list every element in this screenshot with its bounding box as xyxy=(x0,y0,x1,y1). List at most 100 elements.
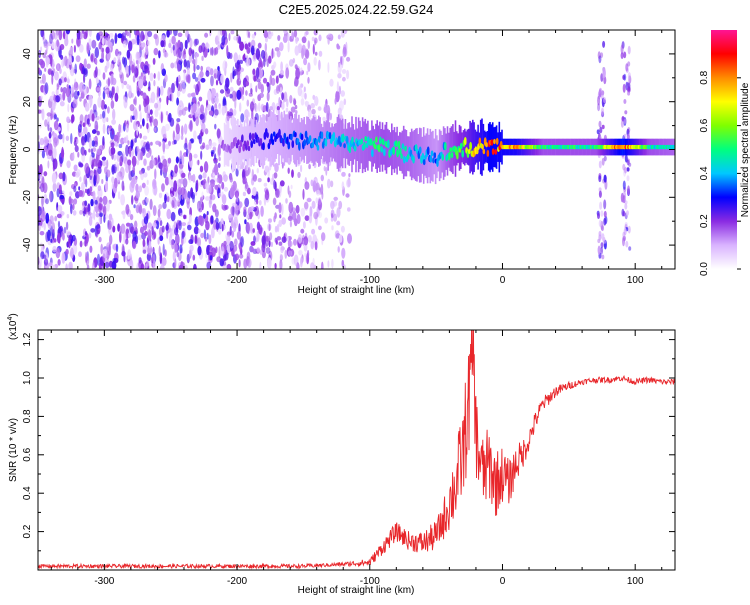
noise-speckle xyxy=(338,200,343,210)
noise-speckle xyxy=(173,30,178,37)
signal-halo xyxy=(371,120,373,172)
noise-speckle xyxy=(190,49,195,54)
signal-halo xyxy=(266,120,268,159)
noise-speckle xyxy=(307,235,312,243)
noise-speckle xyxy=(265,101,269,113)
vertical-feature-speckle xyxy=(598,187,602,192)
noise-speckle xyxy=(45,57,51,66)
noise-speckle xyxy=(146,122,149,130)
noise-speckle xyxy=(230,72,233,83)
noise-speckle xyxy=(235,168,239,177)
noise-speckle xyxy=(229,86,234,92)
noise-speckle xyxy=(39,231,45,236)
noise-speckle xyxy=(76,37,81,47)
signal-core xyxy=(394,140,398,148)
noise-speckle xyxy=(148,81,151,90)
colorbar-label: Normalized spectral amplitude xyxy=(740,82,750,217)
noise-speckle xyxy=(96,130,100,136)
noise-speckle xyxy=(99,113,103,120)
noise-speckle xyxy=(126,49,131,59)
noise-speckle xyxy=(216,128,221,139)
signal-core xyxy=(316,144,320,151)
signal-halo xyxy=(414,128,417,181)
noise-speckle xyxy=(88,215,93,226)
noise-speckle xyxy=(166,95,169,106)
noise-speckle xyxy=(44,119,48,127)
signal-halo xyxy=(486,131,489,164)
signal-core xyxy=(298,141,301,151)
signal-core xyxy=(481,143,484,150)
noise-speckle xyxy=(161,183,165,192)
noise-speckle xyxy=(293,30,298,38)
noise-speckle xyxy=(177,187,182,196)
noise-speckle xyxy=(62,90,66,101)
snr-frame xyxy=(37,329,676,571)
vertical-feature-speckle xyxy=(621,208,625,217)
vertical-feature-speckle xyxy=(627,185,630,196)
noise-speckle xyxy=(57,205,63,213)
noise-speckle xyxy=(186,201,190,209)
noise-speckle xyxy=(90,198,94,207)
noise-speckle xyxy=(303,236,309,246)
noise-speckle xyxy=(98,31,103,37)
noise-speckle xyxy=(73,198,78,205)
noise-speckle xyxy=(162,202,167,209)
noise-speckle xyxy=(152,178,157,190)
noise-speckle xyxy=(114,177,118,189)
noise-speckle xyxy=(109,234,113,245)
noise-speckle xyxy=(131,92,134,98)
noise-speckle xyxy=(150,91,156,104)
noise-speckle xyxy=(141,42,146,48)
noise-speckle xyxy=(204,236,208,242)
noise-speckle xyxy=(247,258,252,268)
signal-halo xyxy=(294,113,296,165)
noise-speckle xyxy=(94,199,98,205)
noise-speckle xyxy=(276,224,280,233)
noise-speckle xyxy=(311,200,316,209)
noise-speckle xyxy=(188,47,193,57)
noise-speckle xyxy=(193,153,198,159)
vertical-feature-speckle xyxy=(600,210,604,217)
signal-core xyxy=(363,141,366,150)
noise-speckle xyxy=(149,116,152,123)
noise-speckle xyxy=(208,234,212,245)
noise-speckle xyxy=(50,54,53,67)
noise-speckle xyxy=(68,261,73,269)
noise-speckle xyxy=(257,178,262,183)
noise-speckle xyxy=(73,82,79,91)
noise-speckle xyxy=(65,263,68,269)
vertical-feature-speckle xyxy=(602,68,606,78)
noise-speckle xyxy=(211,227,215,239)
noise-speckle xyxy=(213,73,217,78)
noise-speckle xyxy=(65,230,71,236)
noise-speckle xyxy=(214,109,219,116)
noise-speckle xyxy=(255,85,258,93)
noise-speckle xyxy=(149,198,153,210)
noise-speckle xyxy=(194,52,199,58)
noise-speckle xyxy=(233,68,238,76)
noise-speckle xyxy=(188,214,192,224)
noise-speckle xyxy=(51,41,55,49)
noise-speckle xyxy=(98,212,104,217)
noise-speckle xyxy=(252,228,255,233)
noise-speckle xyxy=(160,85,164,96)
noise-speckle xyxy=(139,111,142,123)
signal-halo xyxy=(432,130,434,182)
noise-speckle xyxy=(161,155,165,160)
signal-halo xyxy=(413,130,416,180)
noise-speckle xyxy=(191,191,195,200)
noise-speckle xyxy=(205,196,210,201)
noise-speckle xyxy=(164,74,168,83)
noise-speckle xyxy=(101,179,104,184)
noise-speckle xyxy=(322,116,326,122)
noise-speckle xyxy=(129,214,134,221)
colorbar-tick-label: 0.6 xyxy=(699,118,710,132)
noise-speckle xyxy=(84,102,90,112)
signal-halo xyxy=(494,126,497,168)
noise-speckle xyxy=(291,30,294,40)
noise-speckle xyxy=(189,207,193,217)
noise-speckle xyxy=(233,35,238,41)
noise-speckle xyxy=(136,145,140,153)
noise-speckle xyxy=(348,173,351,178)
noise-speckle xyxy=(56,117,59,122)
